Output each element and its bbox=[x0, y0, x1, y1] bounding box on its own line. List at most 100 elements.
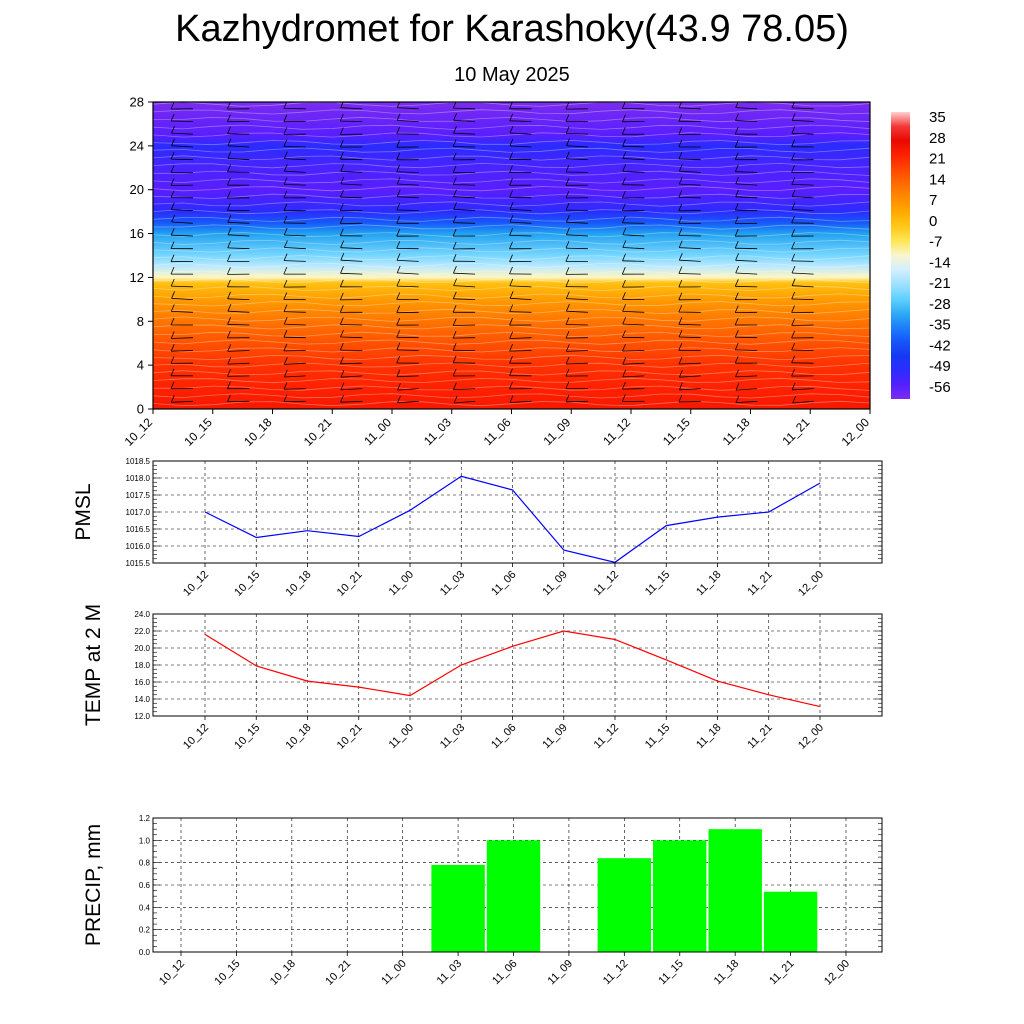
wind-barb-flag bbox=[170, 102, 175, 110]
heatmap-xtick-label: 11_06 bbox=[481, 415, 514, 448]
wind-barb-flag bbox=[339, 279, 344, 287]
wind-barb bbox=[397, 107, 419, 110]
wind-barb-flag bbox=[396, 305, 401, 313]
isoline bbox=[153, 377, 870, 384]
wind-barb bbox=[340, 324, 363, 326]
wind-barb bbox=[679, 259, 701, 262]
wind-barb-flag bbox=[340, 329, 344, 338]
wind-barb bbox=[735, 120, 758, 122]
wind-barb-flag bbox=[227, 102, 231, 110]
wind-barb bbox=[171, 337, 194, 339]
wind-barb-flag bbox=[678, 114, 683, 122]
wind-barb bbox=[792, 388, 814, 391]
wind-barb-flag bbox=[339, 127, 344, 135]
wind-barb bbox=[171, 209, 194, 211]
wind-barb-flag bbox=[678, 216, 683, 224]
wind-barb bbox=[453, 119, 476, 122]
wind-barb bbox=[566, 234, 588, 237]
wind-barb-flag bbox=[283, 139, 288, 147]
wind-barb-flag bbox=[509, 113, 514, 121]
wind-barb-flag bbox=[791, 291, 796, 300]
wind-barb-flag bbox=[792, 395, 797, 404]
wind-barb-flag bbox=[565, 151, 570, 159]
xtick-label: 11_12 bbox=[592, 722, 622, 752]
wind-barb-flag bbox=[227, 254, 231, 262]
wind-barb-flag bbox=[396, 126, 401, 135]
chart-subtitle: 10 May 2025 bbox=[454, 64, 570, 86]
wind-barb bbox=[679, 183, 701, 186]
wind-barb-flag bbox=[452, 318, 457, 326]
wind-barb bbox=[396, 375, 419, 378]
wind-barb-flag bbox=[791, 278, 796, 286]
wind-barb-flag bbox=[622, 357, 627, 365]
wind-barb bbox=[340, 375, 363, 378]
isoline bbox=[153, 255, 870, 261]
wind-barb bbox=[566, 133, 588, 135]
wind-barb bbox=[227, 323, 250, 326]
wind-barb bbox=[735, 349, 758, 351]
heatmap-xtick-label: 12_00 bbox=[839, 415, 873, 449]
wind-barb bbox=[171, 158, 194, 161]
xtick-label: 10_12 bbox=[181, 569, 211, 599]
wind-barb bbox=[284, 375, 306, 378]
wind-barb bbox=[340, 388, 363, 391]
colorbar-gradient bbox=[891, 112, 910, 399]
wind-barb-flag bbox=[791, 305, 795, 313]
wind-barb-flag bbox=[283, 215, 288, 224]
wind-barb bbox=[171, 285, 194, 288]
ytick-label: 1018.5 bbox=[126, 457, 151, 466]
wind-barb bbox=[396, 209, 419, 211]
colorbar-label: 35 bbox=[929, 109, 946, 126]
wind-barb bbox=[791, 107, 814, 110]
wind-barb bbox=[340, 247, 363, 250]
wind-barb-flag bbox=[565, 394, 570, 402]
wind-barb bbox=[453, 222, 476, 224]
isoline bbox=[153, 262, 870, 269]
wind-barb bbox=[171, 350, 194, 352]
xtick-label: 11_09 bbox=[540, 722, 570, 752]
ytick-label: 1015.5 bbox=[126, 559, 151, 568]
wind-barb bbox=[735, 285, 758, 288]
wind-barb bbox=[284, 170, 306, 173]
wind-barb-flag bbox=[227, 291, 231, 299]
wind-barb-flag bbox=[171, 138, 175, 146]
xtick-label: 11_15 bbox=[643, 722, 673, 752]
wind-barb-flag bbox=[340, 102, 344, 108]
wind-barb-flag bbox=[565, 344, 570, 352]
wind-barb-flag bbox=[283, 292, 288, 300]
heatmap-ytick-label: 12 bbox=[130, 270, 144, 285]
wind-barb-flag bbox=[791, 253, 796, 262]
wind-barb-flag bbox=[678, 176, 683, 185]
wind-barb bbox=[735, 400, 758, 404]
xtick-label: 11_06 bbox=[490, 958, 520, 988]
wind-barb bbox=[453, 132, 476, 135]
wind-barb bbox=[340, 336, 363, 339]
panel-ylabel: TEMP at 2 M bbox=[82, 604, 105, 726]
wind-barb-flag bbox=[227, 381, 231, 389]
colorbar-label: -21 bbox=[929, 275, 951, 292]
wind-barb-flag bbox=[396, 355, 401, 364]
wind-barb-flag bbox=[452, 241, 457, 250]
wind-barb bbox=[454, 400, 476, 404]
xtick-label: 11_03 bbox=[438, 722, 468, 752]
xtick-label: 11_12 bbox=[601, 958, 631, 988]
wind-barb bbox=[509, 132, 532, 135]
wind-barb-flag bbox=[453, 126, 457, 134]
wind-barb bbox=[509, 221, 532, 224]
wind-barb bbox=[283, 311, 306, 313]
wind-barb-flag bbox=[396, 278, 401, 287]
wind-barb bbox=[735, 259, 758, 262]
wind-barb-flag bbox=[678, 343, 683, 351]
isoline bbox=[153, 301, 870, 307]
xtick-label: 11_21 bbox=[767, 958, 797, 988]
wind-barb-flag bbox=[734, 241, 739, 249]
wind-barb-flag bbox=[396, 176, 401, 185]
wind-barb bbox=[565, 247, 588, 250]
wind-barb bbox=[453, 285, 476, 288]
isoline bbox=[153, 393, 870, 399]
wind-barb-flag bbox=[735, 102, 739, 108]
isoline bbox=[153, 239, 870, 245]
wind-barb-flag bbox=[227, 240, 232, 249]
wind-barb-flag bbox=[227, 356, 232, 365]
wind-barb bbox=[566, 350, 588, 352]
